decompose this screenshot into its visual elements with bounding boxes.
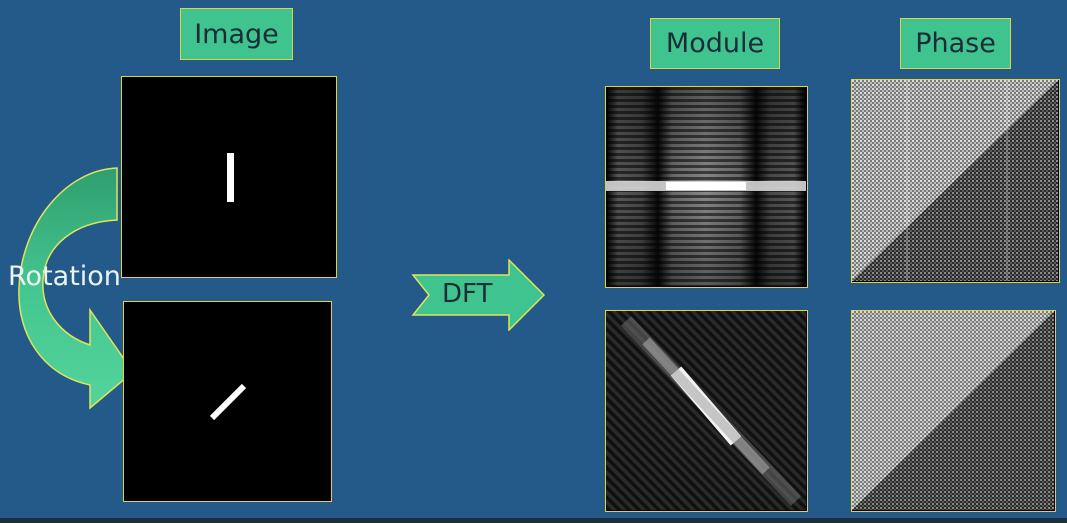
- bottom-bar: [0, 518, 1067, 523]
- image-panel-rotated: [123, 301, 332, 502]
- phase-label-text: Phase: [915, 28, 996, 59]
- rotation-arrow-icon: [18, 167, 135, 410]
- phase-panel-top: [851, 79, 1060, 283]
- image-panel-vertical: [121, 76, 337, 278]
- vertical-line-shape: [227, 153, 234, 202]
- module-panel-bottom: [605, 310, 808, 512]
- phase-panel-bottom: [851, 310, 1056, 512]
- dft-arrow-icon: [411, 259, 546, 331]
- dft-label: DFT: [442, 279, 493, 309]
- module-label-text: Module: [665, 28, 765, 59]
- image-label-text: Image: [194, 18, 279, 50]
- image-label: Image: [180, 8, 293, 60]
- phase-label: Phase: [900, 18, 1011, 69]
- rotation-label: Rotation: [8, 261, 121, 292]
- rotated-line-shape: [209, 383, 247, 421]
- module-label: Module: [650, 18, 780, 69]
- module-panel-top: [605, 86, 808, 288]
